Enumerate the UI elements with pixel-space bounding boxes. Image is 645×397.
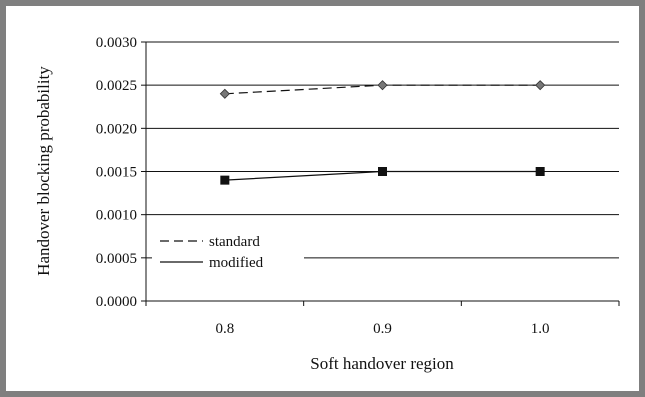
y-tick-label: 0.0015 bbox=[96, 165, 137, 181]
grid-lines bbox=[146, 41, 619, 259]
data-point-standard bbox=[535, 80, 546, 91]
series-modified bbox=[220, 167, 545, 185]
y-tick-label: 0.0020 bbox=[96, 121, 137, 137]
legend-label-standard: standard bbox=[209, 234, 260, 250]
y-tick-label: 0.0030 bbox=[96, 35, 137, 51]
y-tick-labels: 0.0000 0.0005 0.0010 0.0015 0.0020 0.0025 0.00… bbox=[96, 35, 146, 310]
data-point-modified bbox=[535, 167, 545, 176]
series-layer bbox=[219, 80, 546, 185]
y-tick-label: 0.0000 bbox=[96, 294, 137, 310]
y-tick-label: 0.0010 bbox=[96, 208, 137, 224]
x-tick-label: 1.0 bbox=[531, 321, 550, 337]
legend-label-modified: modified bbox=[209, 255, 264, 271]
y-axis-title: Handover blocking probability bbox=[34, 66, 53, 276]
y-tick-label: 0.0005 bbox=[96, 251, 137, 267]
series-standard bbox=[219, 80, 546, 99]
x-tick-labels: 0.8 0.9 1.0 bbox=[145, 301, 620, 337]
data-point-standard bbox=[219, 88, 230, 99]
data-point-standard bbox=[377, 80, 388, 91]
x-axis-title: Soft handover region bbox=[310, 354, 454, 373]
x-tick-label: 0.8 bbox=[215, 321, 234, 337]
data-point-modified bbox=[378, 167, 387, 176]
legend-background bbox=[152, 228, 304, 273]
y-tick-label: 0.0025 bbox=[96, 78, 137, 94]
data-point-modified bbox=[220, 175, 230, 185]
x-tick-label: 0.9 bbox=[373, 321, 392, 337]
legend: standard modified bbox=[152, 228, 304, 273]
